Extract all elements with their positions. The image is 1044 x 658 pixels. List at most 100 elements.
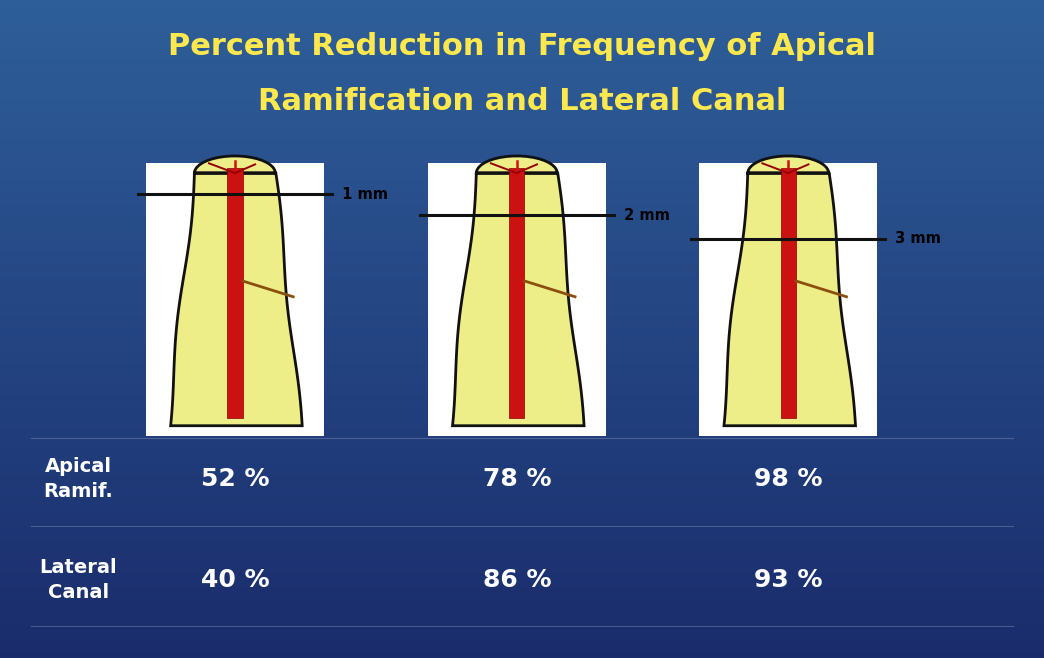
Bar — [0, 217, 1044, 224]
Bar — [0, 441, 1044, 447]
Bar — [0, 349, 1044, 355]
Text: 1 mm: 1 mm — [337, 187, 388, 201]
Bar — [0, 632, 1044, 638]
Bar — [0, 546, 1044, 553]
Polygon shape — [723, 156, 855, 426]
Bar — [0, 362, 1044, 368]
Bar — [0, 132, 1044, 138]
Bar — [0, 191, 1044, 197]
Bar — [0, 461, 1044, 467]
Bar — [0, 454, 1044, 461]
Bar — [0, 26, 1044, 33]
Bar — [0, 336, 1044, 342]
Bar — [0, 395, 1044, 401]
Bar — [0, 151, 1044, 158]
Bar — [0, 487, 1044, 494]
Bar — [0, 480, 1044, 487]
Bar — [0, 118, 1044, 125]
Bar — [0, 211, 1044, 217]
Text: 93 %: 93 % — [754, 569, 823, 592]
Bar — [0, 145, 1044, 151]
Bar — [0, 0, 1044, 7]
Bar — [0, 368, 1044, 375]
Bar — [0, 296, 1044, 303]
Bar — [0, 625, 1044, 632]
Bar — [0, 467, 1044, 474]
Bar — [0, 355, 1044, 362]
Bar — [0, 500, 1044, 507]
Bar — [0, 434, 1044, 441]
Bar — [0, 303, 1044, 309]
Bar — [0, 230, 1044, 237]
Bar — [0, 638, 1044, 645]
Bar — [0, 513, 1044, 520]
Bar — [0, 533, 1044, 540]
Bar — [0, 421, 1044, 428]
Bar — [0, 178, 1044, 184]
Bar — [0, 612, 1044, 619]
Bar — [0, 474, 1044, 480]
Bar — [0, 86, 1044, 92]
Bar — [0, 13, 1044, 20]
Bar — [0, 619, 1044, 625]
Text: 2 mm: 2 mm — [619, 208, 669, 222]
Bar — [0, 250, 1044, 257]
Text: 3 mm: 3 mm — [891, 232, 941, 246]
Polygon shape — [452, 156, 584, 426]
Bar — [0, 184, 1044, 191]
Text: Ramification and Lateral Canal: Ramification and Lateral Canal — [258, 88, 786, 116]
Bar — [0, 204, 1044, 211]
Text: Percent Reduction in Frequency of Apical: Percent Reduction in Frequency of Apical — [168, 32, 876, 61]
Bar — [0, 309, 1044, 316]
Bar — [0, 79, 1044, 86]
Bar — [0, 105, 1044, 112]
Bar — [0, 494, 1044, 500]
FancyBboxPatch shape — [145, 163, 324, 436]
Text: 40 %: 40 % — [200, 569, 269, 592]
Polygon shape — [170, 156, 302, 426]
Bar — [0, 99, 1044, 105]
Bar — [0, 586, 1044, 592]
Bar — [0, 270, 1044, 276]
Bar — [0, 224, 1044, 230]
Bar — [0, 263, 1044, 270]
Bar — [0, 645, 1044, 651]
Bar — [509, 168, 524, 418]
Bar — [0, 342, 1044, 349]
Bar — [0, 138, 1044, 145]
Bar — [0, 592, 1044, 599]
Bar — [0, 375, 1044, 382]
Bar — [0, 322, 1044, 329]
Bar — [0, 20, 1044, 26]
Bar — [0, 540, 1044, 546]
Bar — [0, 566, 1044, 572]
Bar — [0, 46, 1044, 53]
Bar — [0, 526, 1044, 533]
Bar — [0, 651, 1044, 658]
Bar — [0, 388, 1044, 395]
Text: Apical
Ramif.: Apical Ramif. — [44, 457, 113, 501]
Text: 52 %: 52 % — [200, 467, 269, 491]
Bar — [0, 53, 1044, 59]
Bar — [0, 605, 1044, 612]
Bar — [0, 283, 1044, 290]
Bar — [0, 243, 1044, 250]
Bar — [0, 59, 1044, 66]
FancyBboxPatch shape — [699, 163, 877, 436]
Bar — [0, 290, 1044, 296]
Bar — [0, 408, 1044, 415]
Bar — [0, 72, 1044, 79]
Bar — [0, 382, 1044, 388]
Bar — [0, 92, 1044, 99]
Bar — [0, 257, 1044, 263]
Bar — [0, 329, 1044, 336]
Bar — [0, 33, 1044, 39]
Bar — [0, 39, 1044, 46]
Bar — [0, 112, 1044, 118]
Text: 98 %: 98 % — [754, 467, 823, 491]
Bar — [0, 572, 1044, 579]
Bar — [0, 559, 1044, 566]
Text: 86 %: 86 % — [482, 569, 551, 592]
Bar — [0, 125, 1044, 132]
Bar — [0, 428, 1044, 434]
